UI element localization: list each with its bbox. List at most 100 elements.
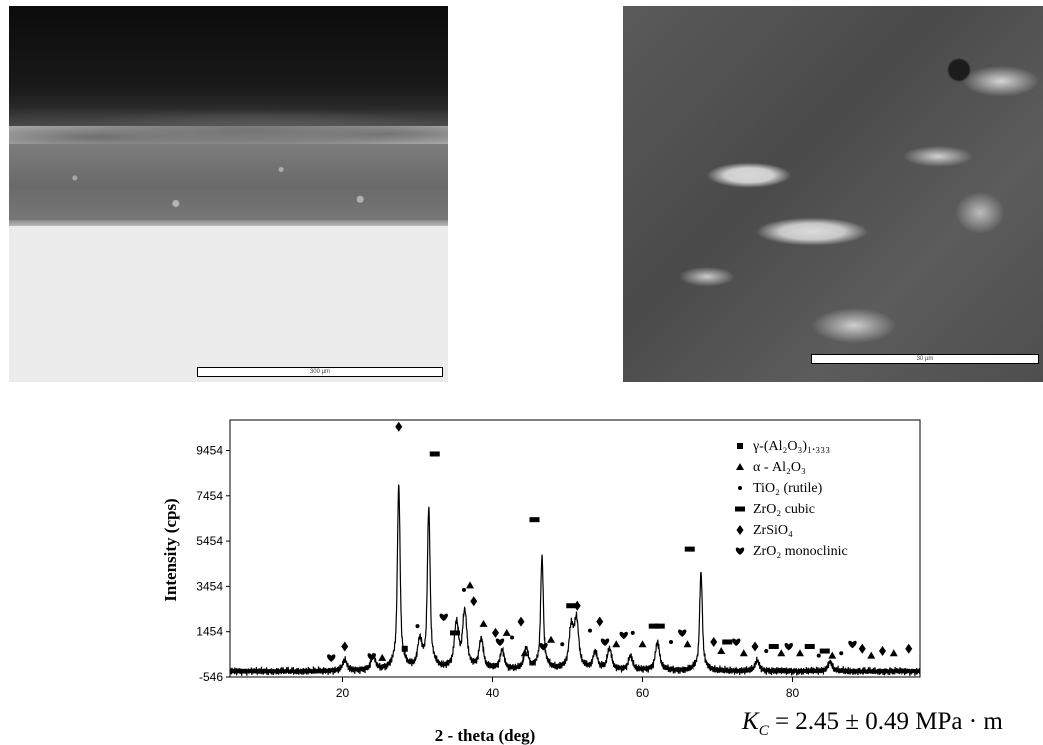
x-tick-label: 60 bbox=[636, 686, 650, 700]
marker-dash bbox=[529, 517, 540, 523]
marker-triangle bbox=[502, 628, 511, 636]
marker-dash bbox=[450, 630, 460, 636]
marker-heart bbox=[367, 653, 376, 661]
y-tick-label: -546 bbox=[199, 670, 223, 684]
marker-dash bbox=[566, 603, 577, 609]
marker-heart bbox=[732, 638, 741, 646]
marker-diamond bbox=[710, 636, 718, 647]
x-tick-label: 20 bbox=[336, 686, 350, 700]
marker-diamond bbox=[573, 600, 581, 611]
marker-triangle bbox=[479, 619, 488, 627]
marker-triangle bbox=[466, 581, 474, 589]
sem-cross-section-image: 300 µm bbox=[9, 6, 448, 382]
marker-dash bbox=[804, 644, 815, 650]
marker-triangle bbox=[796, 649, 804, 657]
marker-diamond bbox=[751, 641, 759, 652]
y-axis-label: Intensity (cps) bbox=[161, 498, 180, 601]
marker-dot bbox=[839, 651, 844, 656]
marker-triangle bbox=[683, 640, 692, 648]
legend-symbol-dot bbox=[738, 486, 742, 490]
legend-label: TiO₂ (rutile) bbox=[753, 481, 823, 496]
marker-heart bbox=[784, 643, 793, 651]
xrd-pattern-line bbox=[229, 484, 921, 676]
marker-dash bbox=[429, 451, 440, 457]
marker-square bbox=[401, 645, 408, 652]
marker-heart bbox=[600, 638, 610, 646]
scale-bar: 300 µm bbox=[197, 367, 443, 377]
legend-symbol-diamond bbox=[736, 525, 744, 535]
legend-symbol-heart bbox=[735, 547, 745, 555]
marker-heart bbox=[439, 613, 448, 622]
axis-ticks: 20 40 60 80 -546 1454 3454 5454 7454 9454 bbox=[196, 443, 799, 700]
marker-diamond bbox=[596, 616, 604, 627]
marker-dot bbox=[588, 628, 592, 633]
marker-triangle bbox=[378, 653, 387, 661]
marker-dash bbox=[819, 648, 830, 654]
x-tick-label: 80 bbox=[786, 686, 800, 700]
y-tick-label: 5454 bbox=[196, 534, 223, 548]
phase-markers bbox=[327, 421, 913, 662]
marker-diamond bbox=[492, 627, 499, 638]
plot-frame bbox=[229, 419, 921, 678]
legend-label: α - Al₂O₃ bbox=[753, 460, 806, 475]
marker-heart bbox=[619, 631, 628, 640]
marker-diamond bbox=[517, 616, 525, 627]
marker-dash bbox=[768, 644, 779, 650]
marker-triangle bbox=[739, 649, 748, 657]
marker-diamond bbox=[905, 643, 913, 654]
x-tick-label: 40 bbox=[486, 686, 500, 700]
marker-triangle bbox=[777, 649, 786, 657]
marker-triangle bbox=[828, 651, 837, 659]
marker-heart bbox=[848, 640, 857, 649]
legend-label: ZrSiO₄ bbox=[753, 523, 793, 538]
equation-symbol: K bbox=[742, 708, 759, 735]
x-axis-label: 2 - theta (deg) bbox=[435, 726, 536, 745]
marker-heart bbox=[678, 629, 687, 637]
marker-diamond bbox=[470, 596, 478, 607]
marker-dash bbox=[722, 639, 733, 645]
scale-bar-label: 300 µm bbox=[306, 369, 334, 375]
legend: γ-(Al₂O₃)₁.₃₃₃ α - Al₂O₃ TiO₂ (rutile) ZrO₂… bbox=[735, 439, 848, 559]
fracture-toughness-equation: KC = 2.45 ± 0.49 MPa · m bbox=[742, 708, 1003, 740]
marker-triangle bbox=[867, 651, 876, 659]
legend-label: ZrO₂ cubic bbox=[753, 502, 815, 517]
marker-triangle bbox=[889, 649, 898, 657]
marker-heart bbox=[539, 643, 548, 651]
scale-bar: 30 µm bbox=[811, 354, 1039, 364]
equation-value: = 2.45 ± 0.49 MPa · m bbox=[768, 708, 1003, 735]
marker-triangle bbox=[547, 635, 555, 643]
legend-symbol-square bbox=[737, 443, 743, 449]
marker-dot bbox=[816, 653, 821, 658]
y-tick-label: 3454 bbox=[196, 579, 223, 593]
legend-label: ZrO₂ monoclinic bbox=[753, 544, 848, 559]
equation-subscript: C bbox=[758, 723, 769, 739]
marker-heart bbox=[495, 638, 505, 646]
y-tick-label: 9454 bbox=[196, 443, 223, 457]
sem-microstructure-image: 30 µm bbox=[623, 6, 1043, 382]
marker-heart bbox=[327, 654, 336, 662]
plot-area bbox=[229, 419, 921, 678]
xrd-chart: 20 40 60 80 -546 1454 3454 5454 7454 9454 γ-(Al₂O… bbox=[161, 419, 921, 745]
marker-triangle bbox=[520, 649, 529, 657]
marker-triangle bbox=[612, 640, 621, 648]
marker-dot bbox=[510, 635, 514, 640]
marker-diamond bbox=[879, 646, 886, 657]
legend-symbol-triangle bbox=[736, 463, 744, 470]
marker-dash bbox=[648, 623, 659, 629]
marker-dot bbox=[415, 624, 420, 629]
marker-diamond bbox=[341, 641, 349, 652]
marker-dot bbox=[764, 649, 769, 654]
marker-dot bbox=[630, 630, 635, 635]
scale-bar-label: 30 µm bbox=[913, 356, 937, 362]
marker-triangle bbox=[717, 647, 726, 655]
y-tick-label: 1454 bbox=[196, 625, 223, 639]
y-tick-label: 7454 bbox=[196, 489, 223, 503]
marker-dash bbox=[654, 623, 665, 629]
marker-dot bbox=[462, 587, 466, 592]
legend-label: γ-(Al₂O₃)₁.₃₃₃ bbox=[752, 439, 830, 454]
marker-diamond bbox=[858, 643, 866, 654]
legend-symbol-dash bbox=[735, 506, 745, 512]
marker-dot bbox=[669, 639, 673, 644]
marker-diamond bbox=[395, 421, 403, 432]
marker-triangle bbox=[638, 640, 647, 648]
